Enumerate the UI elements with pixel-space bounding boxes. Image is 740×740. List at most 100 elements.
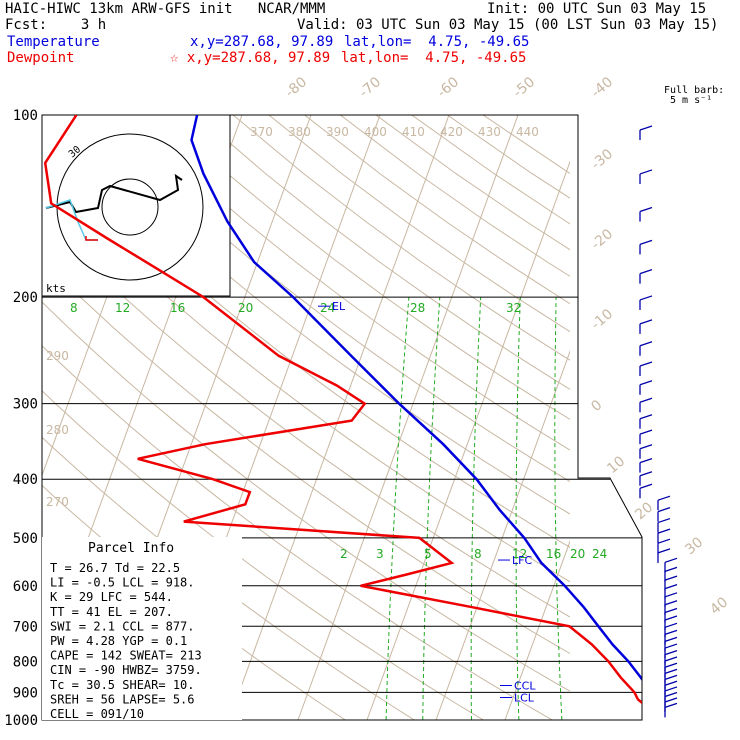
wind-barb-flag <box>657 548 671 554</box>
wind-barb-flag <box>639 414 653 420</box>
wind-barb-flag <box>664 691 678 698</box>
isotherm-label: 20 <box>632 499 656 523</box>
theta-label: 280 <box>46 423 69 437</box>
dry-adiabat <box>447 115 570 199</box>
dry-adiabat <box>411 115 570 225</box>
isotherm-label: -20 <box>588 226 616 253</box>
dew-latlon: lat,lon= 4.75, -49.65 <box>341 50 527 66</box>
wind-barb-flag <box>639 471 653 477</box>
pressure-label: 400 <box>13 472 38 488</box>
wind-barb-flag <box>639 397 653 403</box>
wind-barb-flag <box>664 592 678 598</box>
mixing-ratio-label: 24 <box>320 301 335 315</box>
dry-adiabat <box>304 115 570 305</box>
mixing-ratio-line <box>604 297 620 720</box>
mixing-ratio-line <box>385 297 410 720</box>
wind-barb-flag <box>639 483 653 489</box>
level-label: EL <box>332 300 346 313</box>
dry-adiabat <box>42 301 570 692</box>
temperature-profile <box>190 115 642 720</box>
hodograph-units: kts <box>46 282 66 295</box>
wind-barb-flag <box>664 650 678 656</box>
mixing-ratio-label: 12 <box>115 301 130 315</box>
legend-temperature: Temperature <box>7 34 100 50</box>
mixing-ratio-line <box>515 297 521 720</box>
theta-label: 420 <box>440 125 463 139</box>
isotherm-label: -80 <box>282 74 310 101</box>
isotherm-label: 10 <box>604 453 628 477</box>
level-label: LCL <box>514 692 535 705</box>
isotherm-label: -70 <box>356 74 384 101</box>
parcel-line: SWI = 2.1 CCL = 877. <box>50 619 195 633</box>
hodograph-trace-low <box>85 236 98 241</box>
dry-adiabat <box>482 115 570 175</box>
theta-label: 410 <box>402 125 425 139</box>
pressure-label: 100 <box>13 108 38 124</box>
wind-barb-flag <box>664 680 678 686</box>
wind-barb-flag <box>664 662 678 668</box>
wind-barb-flag <box>664 656 678 662</box>
dry-adiabat <box>42 390 484 720</box>
mixing-ratio-label: 8 <box>70 301 78 315</box>
isotherm-line <box>574 115 740 720</box>
isotherm-line <box>228 115 450 720</box>
sounding-profiles <box>43 115 642 720</box>
parcel-line: CAPE = 142 SWEAT= 213 <box>50 649 202 663</box>
wind-barb-flag <box>639 429 653 435</box>
wind-barb-flag <box>639 361 653 367</box>
wind-barb-flag <box>664 615 678 621</box>
temp-xy: x,y=287.68, 97.89 <box>190 34 334 50</box>
legend-dewpoint: Dewpoint <box>7 50 75 66</box>
dry-adiabat <box>268 115 570 333</box>
wind-barb-flag <box>639 295 653 301</box>
pressure-label: 1000 <box>4 713 38 729</box>
isotherm-label: -60 <box>434 74 462 101</box>
wind-barb-flag <box>664 622 678 628</box>
mixing-ratio-label: 3 <box>376 547 384 561</box>
mixing-ratio-label: 28 <box>410 301 425 315</box>
isotherm-line <box>712 115 740 720</box>
wind-barb-flag <box>664 629 678 636</box>
wind-barb-flag <box>664 702 678 708</box>
temp-latlon: lat,lon= 4.75, -49.65 <box>344 34 530 50</box>
wind-barb-flag <box>664 686 678 692</box>
pressure-label: 200 <box>13 290 38 306</box>
mixing-ratio-label: 8 <box>474 547 482 561</box>
isotherm-label: 40 <box>707 594 731 618</box>
barb-header-line2: 5 m s⁻¹ <box>670 95 712 106</box>
dew-xy: ☆ x,y=287.68, 97.89 <box>170 50 331 66</box>
wind-barb-flag <box>639 380 653 386</box>
wind-barb-flag <box>657 507 671 513</box>
wind-barb-flag <box>639 206 653 213</box>
isotherm-line <box>504 539 570 720</box>
isotherm-label: -40 <box>588 74 616 101</box>
dewpoint-profile <box>43 115 642 720</box>
dry-adiabat <box>232 115 570 361</box>
mixing-ratio-label: 12 <box>512 547 527 561</box>
theta-label: 430 <box>478 125 501 139</box>
theta-label: 270 <box>46 495 69 509</box>
mixing-ratio-line <box>582 297 593 720</box>
hodograph-frame <box>41 114 231 297</box>
wind-barb-flag <box>639 239 653 246</box>
wind-barb-flag <box>664 668 678 675</box>
forecast-hour: Fcst: 3 h <box>5 17 107 33</box>
isotherm-line <box>297 115 519 720</box>
theta-label: 290 <box>46 349 69 363</box>
level-label: CCL <box>514 680 536 693</box>
wind-barb-flag <box>664 575 678 581</box>
parcel-line: T = 26.7 Td = 22.5 <box>50 561 180 575</box>
hodograph-ring-inner <box>101 178 159 236</box>
mixing-ratio-label: 20 <box>238 301 253 315</box>
isotherm-label: -30 <box>588 146 616 173</box>
pressure-label: 900 <box>13 685 38 701</box>
parcel-line: CELL = 091/10 <box>50 707 144 721</box>
theta-label: 400 <box>364 125 387 139</box>
isotherm-label: -50 <box>510 74 538 101</box>
isotherm-line <box>366 160 570 720</box>
wind-barb-flag <box>664 557 678 563</box>
valid-time: Valid: 03 UTC Sun 03 May 15 (00 LST Sun … <box>297 17 719 33</box>
